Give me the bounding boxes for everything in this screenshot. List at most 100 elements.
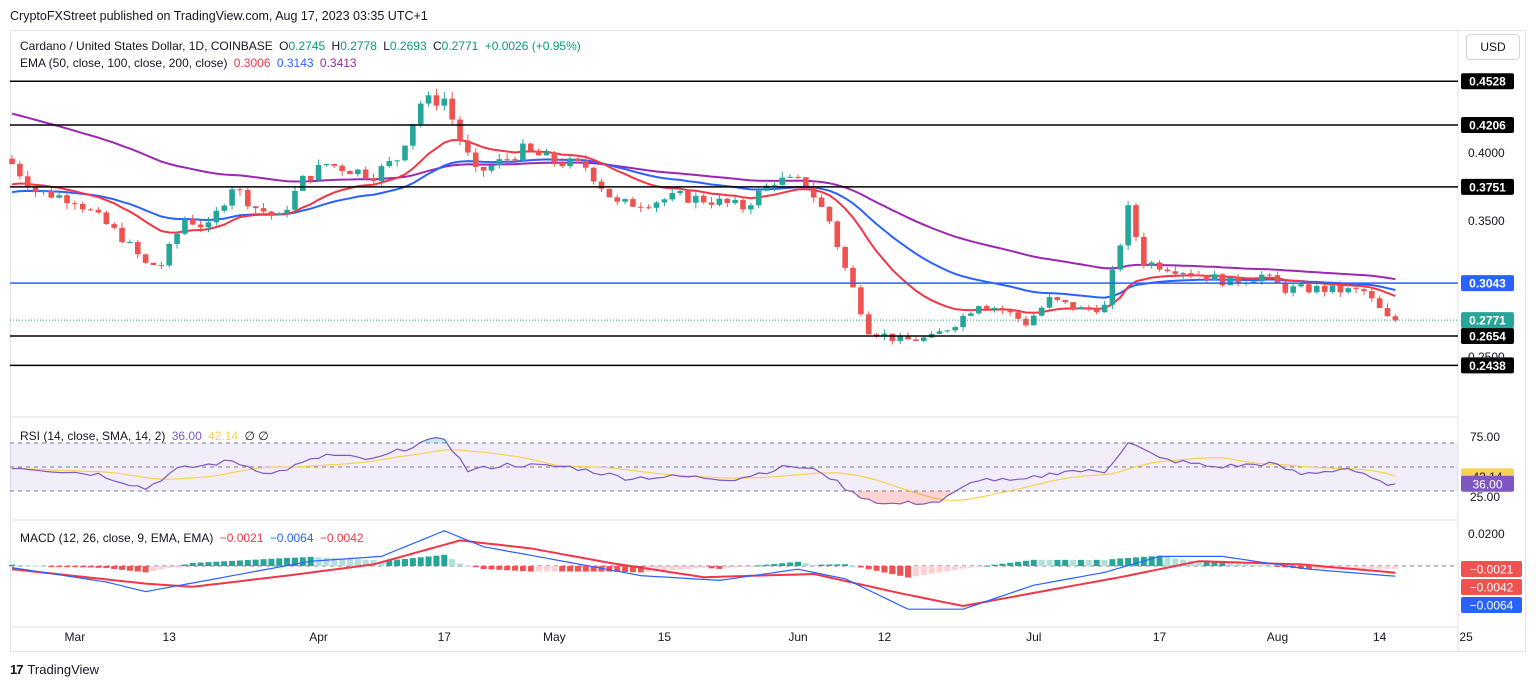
macd-histogram-bar — [64, 566, 71, 567]
close-value: 0.2771 — [441, 39, 479, 53]
macd-histogram-bar — [1062, 559, 1069, 566]
macd-histogram-bar — [669, 566, 676, 571]
candle-body — [991, 307, 998, 309]
price-level-label: 0.4528 — [1469, 75, 1506, 89]
candle-body — [638, 206, 644, 208]
candle-body — [716, 198, 723, 205]
candle-body — [1227, 277, 1234, 286]
macd-histogram-bar — [763, 564, 770, 566]
candle-body — [111, 224, 117, 228]
macd-histogram-bar — [24, 565, 31, 567]
candle-body — [1321, 285, 1328, 293]
candle-body — [1172, 271, 1179, 274]
macd-histogram-bar — [912, 566, 919, 577]
candle-body — [119, 227, 125, 243]
macd-value-label: −0.0021 — [1470, 563, 1514, 577]
macd-histogram-bar — [1093, 559, 1100, 566]
candle-body — [1329, 285, 1336, 293]
macd-histogram-bar — [755, 565, 762, 567]
macd-histogram-bar — [1085, 559, 1092, 566]
candle-body — [1196, 274, 1202, 276]
macd-histogram-bar — [1392, 566, 1399, 569]
candle-body — [1203, 275, 1210, 280]
candle-body — [512, 159, 518, 161]
candle-body — [457, 119, 463, 141]
macd-histogram-bar — [472, 566, 479, 568]
macd-histogram-bar — [119, 566, 126, 570]
candle-body — [732, 200, 738, 203]
macd-histogram-bar — [142, 566, 149, 573]
macd-histogram-bar — [1243, 563, 1250, 566]
macd-histogram-bar — [95, 566, 102, 568]
candle-body — [127, 242, 133, 244]
candle-body — [582, 160, 589, 168]
candle-body — [1109, 269, 1116, 305]
candle-body — [1282, 282, 1289, 293]
candle-body — [268, 211, 275, 216]
currency-button[interactable]: USD — [1466, 34, 1520, 60]
macd-histogram-bar — [9, 564, 15, 566]
rsi-value: 36.00 — [171, 429, 202, 443]
candle-body — [378, 166, 385, 182]
candle-body — [1117, 245, 1124, 270]
macd-histogram-bar — [111, 566, 118, 569]
macd-histogram-bar — [1360, 566, 1367, 569]
macd-histogram-bar — [48, 566, 55, 567]
candle-body — [1133, 205, 1139, 237]
candle-body — [614, 197, 621, 202]
macd-histogram-bar — [920, 566, 927, 575]
chart-frame[interactable] — [10, 30, 1526, 652]
candle-body — [221, 205, 228, 211]
macd-histogram-bar — [417, 557, 424, 566]
candle-body — [1392, 316, 1399, 321]
candle-body — [79, 203, 86, 210]
macd-histogram-bar — [1054, 559, 1061, 566]
candle-body — [905, 336, 911, 340]
rsi-legend: RSI (14, close, SMA, 14, 2) 36.00 42.14 … — [20, 429, 272, 443]
candle-body — [1384, 308, 1391, 317]
macd-histogram-bar — [975, 566, 982, 567]
macd-histogram-bar — [1077, 559, 1084, 566]
candle-body — [700, 195, 707, 203]
candle-body — [229, 189, 235, 206]
candle-body — [606, 188, 613, 198]
macd-histogram-bar — [622, 566, 629, 572]
macd-histogram-bar — [535, 566, 542, 572]
price-level-badge — [1461, 275, 1514, 292]
macd-histogram-bar — [79, 566, 86, 568]
macd-histogram-bar — [684, 566, 691, 569]
macd-histogram-bar — [857, 566, 864, 568]
change-value: +0.0026 (+0.95%) — [484, 39, 581, 53]
time-axis-tick: 25 — [1459, 630, 1473, 644]
macd-histogram-bar — [205, 562, 212, 566]
candle-body — [331, 163, 338, 166]
candle-body — [1266, 274, 1273, 276]
macd-histogram-bar — [1022, 560, 1029, 566]
ema100-value: 0.3143 — [276, 56, 314, 70]
macd-histogram-bar — [346, 558, 353, 566]
macd-histogram-bar — [865, 566, 872, 570]
macd-histogram-bar — [1250, 564, 1257, 566]
macd-histogram-bar — [449, 559, 456, 566]
macd-histogram-bar — [519, 566, 526, 572]
candle-body — [402, 145, 408, 161]
macd-histogram-bar — [1148, 556, 1155, 566]
macd-histogram-bar — [126, 566, 133, 571]
macd-histogram-bar — [826, 564, 833, 566]
macd-histogram-bar — [150, 566, 157, 571]
rsi-axis-tick: 75.00 — [1470, 430, 1500, 444]
macd-histogram-bar — [504, 566, 511, 571]
rsi-axis-tick: 25.00 — [1470, 490, 1500, 504]
macd-histogram-bar — [174, 566, 181, 567]
macd-signal-line — [11, 539, 1396, 608]
macd-histogram-bar — [1266, 565, 1273, 567]
candle-body — [708, 202, 715, 205]
candle-body — [1156, 262, 1163, 270]
tradingview-logo[interactable]: 17 TradingView — [10, 662, 99, 677]
candle-body — [213, 210, 220, 223]
price-level-badge — [1461, 328, 1514, 345]
candle-body — [1211, 274, 1218, 280]
candle-body — [32, 187, 39, 193]
candle-body — [551, 152, 558, 163]
